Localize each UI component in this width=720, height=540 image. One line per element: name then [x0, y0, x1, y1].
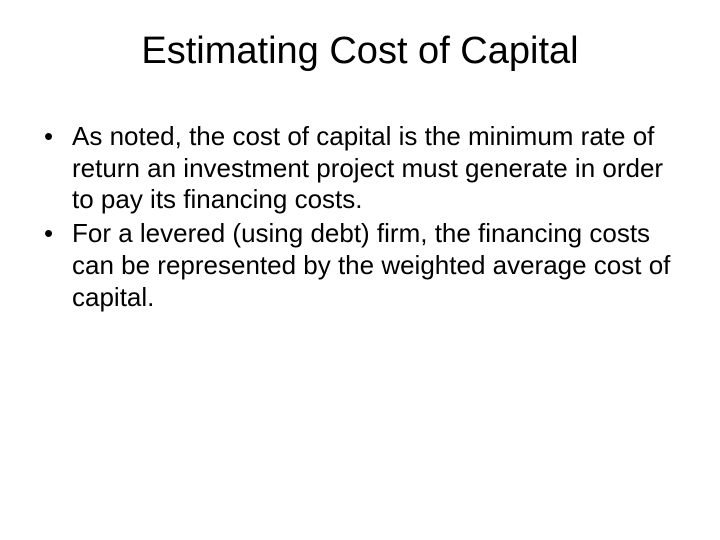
- bullet-item: For a levered (using debt) firm, the fin…: [36, 218, 684, 313]
- slide: Estimating Cost of Capital As noted, the…: [0, 0, 720, 540]
- bullet-list: As noted, the cost of capital is the min…: [36, 121, 684, 313]
- bullet-item: As noted, the cost of capital is the min…: [36, 121, 684, 216]
- slide-title: Estimating Cost of Capital: [36, 30, 684, 73]
